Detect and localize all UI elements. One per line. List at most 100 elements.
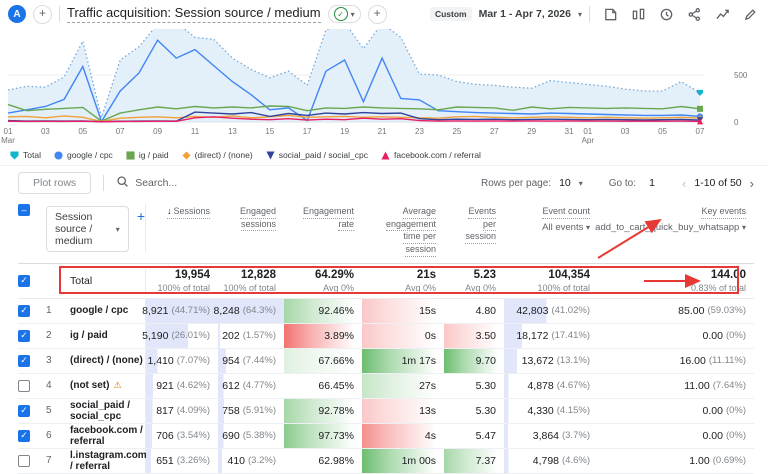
metric-cell: 66.45% bbox=[318, 379, 354, 392]
metric-cell: 612 (4.77%) bbox=[218, 373, 284, 398]
select-all-checkbox[interactable]: – bbox=[18, 204, 30, 216]
column-header[interactable]: Engaged sessions bbox=[218, 204, 284, 257]
column-header[interactable]: Engagement rate bbox=[284, 204, 362, 257]
svg-text:03: 03 bbox=[41, 127, 50, 136]
date-range-value[interactable]: Mar 1 - Apr 7, 2026 bbox=[478, 8, 571, 20]
table-row[interactable]: ✓ 3 (direct) / (none) 1,410 (7.07%) 954 (7.44%… bbox=[18, 348, 754, 374]
column-subfilter-dropdown[interactable]: All events ▾ bbox=[542, 221, 590, 233]
column-header[interactable]: Events per session bbox=[444, 204, 504, 257]
column-subfilter-dropdown[interactable]: add_to_cart_quick_buy_whatsapp ▾ bbox=[595, 221, 746, 233]
table-header-row: – Session source / medium ▾ + ↓ Sessions E… bbox=[18, 200, 754, 264]
svg-text:17: 17 bbox=[303, 127, 312, 136]
add-snapshot-button[interactable]: + bbox=[33, 4, 52, 24]
source-medium-label: (not set) ⚠ bbox=[70, 373, 146, 398]
totals-cell: 5.23 Avg 0% bbox=[465, 268, 496, 293]
row-checkbox[interactable]: ✓ bbox=[18, 404, 30, 417]
svg-text:11: 11 bbox=[191, 127, 200, 136]
row-checkbox[interactable] bbox=[18, 379, 30, 392]
totals-cell: 144.00 0.83% of total bbox=[690, 268, 746, 293]
row-checkbox[interactable]: ✓ bbox=[18, 304, 30, 317]
report-status-dropdown[interactable]: ✓ ▾ bbox=[327, 5, 361, 23]
source-medium-label: facebook.com / referral bbox=[70, 423, 146, 448]
metric-cell: 954 (7.44%) bbox=[218, 348, 284, 373]
metric-cell: 5.30 bbox=[475, 379, 496, 392]
legend-item[interactable]: (direct) / (none) bbox=[182, 150, 253, 160]
metric-cell: 202 (1.57%) bbox=[218, 323, 284, 348]
legend-label: facebook.com / referral bbox=[394, 150, 481, 160]
legend-item[interactable]: Total bbox=[10, 150, 41, 160]
source-medium-label: ig / paid bbox=[70, 323, 146, 348]
table-row[interactable]: 4 (not set) ⚠ 921 (4.62%) 612 (4.77%) 66.45% 27s… bbox=[18, 373, 754, 399]
row-checkbox[interactable]: ✓ bbox=[18, 429, 30, 442]
divider bbox=[589, 6, 590, 22]
row-checkbox[interactable]: ✓ bbox=[18, 329, 30, 342]
plot-rows-button[interactable]: Plot rows bbox=[18, 172, 92, 194]
legend-label: social_paid / social_cpc bbox=[278, 150, 369, 160]
svg-text:05: 05 bbox=[658, 127, 667, 136]
legend-item[interactable]: social_paid / social_cpc bbox=[266, 150, 368, 160]
column-header[interactable]: Event count All events ▾ bbox=[542, 206, 590, 233]
chevron-down-icon[interactable]: ▾ bbox=[578, 178, 583, 188]
metric-cell: 4,330 (4.15%) bbox=[504, 398, 598, 423]
legend-label: (direct) / (none) bbox=[194, 150, 253, 160]
table-row[interactable]: ✓ 2 ig / paid 5,190 (26.01%) 202 (1.57%) 3.89% 0… bbox=[18, 323, 754, 349]
legend-item[interactable]: google / cpc bbox=[54, 150, 113, 160]
svg-text:05: 05 bbox=[78, 127, 87, 136]
legend-label: ig / paid bbox=[138, 150, 169, 160]
dimension-dropdown[interactable]: Session source / medium ▾ bbox=[46, 206, 129, 252]
row-checkbox[interactable]: ✓ bbox=[18, 354, 30, 367]
svg-text:0: 0 bbox=[734, 118, 739, 127]
goto-page-input[interactable]: 1 bbox=[649, 177, 655, 189]
table-row[interactable]: ✓ 5 social_paid / social_cpc 817 (4.09%) 758(… bbox=[18, 398, 754, 424]
column-header[interactable]: Key events add_to_cart_quick_buy_whatsapp… bbox=[595, 206, 746, 233]
share-icon[interactable] bbox=[687, 7, 702, 22]
edit-icon[interactable] bbox=[743, 7, 758, 22]
metric-cell: 0.00 (0%) bbox=[702, 429, 747, 442]
svg-text:13: 13 bbox=[228, 127, 237, 136]
account-avatar[interactable]: A bbox=[8, 5, 26, 23]
diamond-marker-icon bbox=[182, 150, 191, 160]
metric-cell: 5.30 bbox=[475, 404, 496, 417]
pagination-range: 1-10 of 50 bbox=[694, 177, 742, 189]
legend-item[interactable]: facebook.com / referral bbox=[381, 150, 481, 160]
metric-cell: 85.00 (59.03%) bbox=[678, 304, 746, 317]
traffic-table: – Session source / medium ▾ + ↓ Sessions E… bbox=[18, 200, 754, 474]
chart-legend: Total google / cpc ig / paid (direct) / (no… bbox=[0, 149, 768, 162]
legend-item[interactable]: ig / paid bbox=[126, 150, 169, 160]
add-tab-button[interactable]: + bbox=[367, 4, 387, 24]
totals-checkbox[interactable]: ✓ bbox=[18, 274, 30, 287]
column-header[interactable]: Average engagement time per session bbox=[362, 204, 444, 257]
clock-icon[interactable] bbox=[659, 7, 674, 22]
legend-label: Total bbox=[23, 150, 41, 160]
metric-cell: 0.00 (0%) bbox=[702, 404, 747, 417]
metric-cell: 0s bbox=[362, 323, 444, 348]
table-row[interactable]: 7 l.instagram.com / referral 651 (3.26%) 410… bbox=[18, 448, 754, 474]
metric-cell: 5,190 (26.01%) bbox=[142, 323, 218, 348]
search-icon bbox=[116, 175, 129, 191]
top-bar: A + Traffic acquisition: Session source … bbox=[0, 0, 768, 28]
metric-cell: 67.66% bbox=[284, 348, 362, 373]
search-input[interactable]: Search... bbox=[116, 175, 177, 191]
metric-cell: 92.46% bbox=[284, 298, 362, 323]
insights-icon[interactable] bbox=[715, 7, 730, 22]
report-title[interactable]: Traffic acquisition: Session source / me… bbox=[67, 5, 321, 23]
svg-text:31: 31 bbox=[565, 127, 574, 136]
source-medium-label: google / cpc bbox=[70, 298, 146, 323]
note-icon[interactable] bbox=[603, 7, 618, 22]
page-next-button[interactable]: › bbox=[749, 175, 754, 191]
sessions-trend-chart[interactable]: 500 0 01 Mar 03 05 07 09 11 13 15 17 19 21 23 25 27 29 31 0… bbox=[0, 28, 768, 149]
table-row[interactable]: ✓ 1 google / cpc 8,921 (44.71%) 8,248 (64.3%) 9… bbox=[18, 298, 754, 324]
metric-cell: 0.00 (0%) bbox=[702, 329, 747, 342]
table-row[interactable]: ✓ 6 facebook.com / referral 706 (3.54%) 690 (5… bbox=[18, 423, 754, 449]
add-dimension-button[interactable]: + bbox=[136, 208, 145, 224]
comparison-icon[interactable] bbox=[631, 7, 646, 22]
totals-cell: 104,354 100% of total bbox=[537, 268, 590, 293]
metric-cell: 9.70 bbox=[444, 348, 504, 373]
chevron-down-icon[interactable]: ▾ bbox=[577, 9, 582, 19]
column-header[interactable]: ↓ Sessions bbox=[146, 204, 218, 257]
rows-per-page-select[interactable]: 10 bbox=[559, 177, 571, 189]
page-previous-button[interactable]: ‹ bbox=[682, 175, 687, 191]
pin-marker-icon bbox=[10, 150, 19, 160]
row-checkbox[interactable] bbox=[18, 454, 30, 467]
